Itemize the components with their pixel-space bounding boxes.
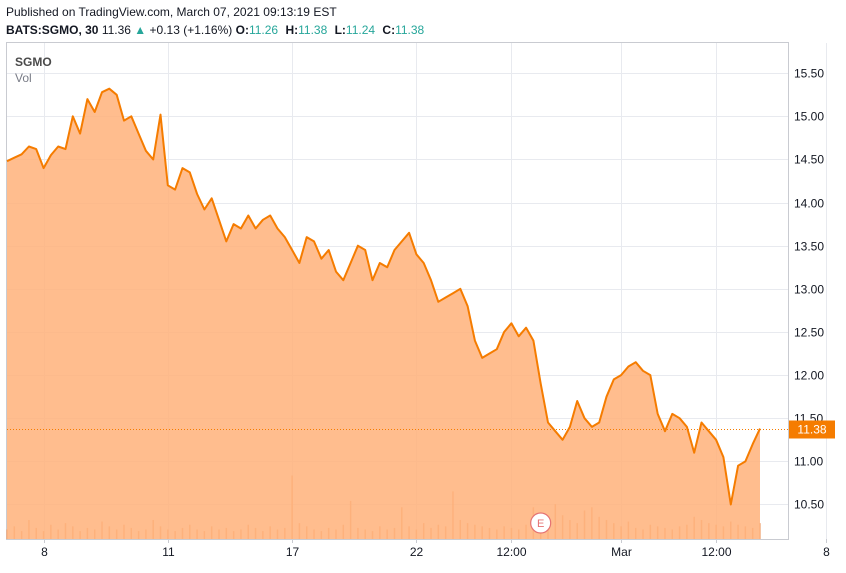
- chart-header: Published on TradingView.com, March 07, …: [6, 4, 428, 38]
- price-axis[interactable]: 10.5011.0011.5012.0012.5013.0013.5014.00…: [794, 67, 824, 512]
- price-tick-label: 14.50: [794, 153, 824, 167]
- price-tick-label: 12.00: [794, 369, 824, 383]
- price-tick-label: 15.50: [794, 67, 824, 81]
- open-value: 11.26: [248, 23, 279, 37]
- close-value: 11.38: [395, 23, 425, 37]
- chart-markers: 11.38 E: [7, 420, 835, 534]
- last-price-tag-label: 11.38: [797, 423, 826, 437]
- high-label: H:: [285, 23, 299, 37]
- price-tick-label: 11.00: [794, 455, 823, 469]
- price-tick-label: 15.00: [794, 110, 824, 124]
- time-tick-label: 22: [410, 545, 424, 559]
- price-change: +0.13 (+1.16%): [149, 23, 233, 37]
- published-line: Published on TradingView.com, March 07, …: [6, 5, 337, 19]
- time-tick-label: 8: [41, 545, 48, 559]
- time-tick-label: Mar: [611, 545, 632, 559]
- low-label: L:: [334, 23, 346, 37]
- legend-volume: Vol: [15, 71, 32, 85]
- price-tick-label: 13.00: [794, 283, 824, 297]
- symbol-info-line: BATS:SGMO, 30 11.36 ▲ +0.13 (+1.16%) O:1…: [6, 22, 428, 38]
- time-tick-label: 11: [162, 545, 175, 559]
- open-label: O:: [235, 23, 249, 37]
- chart-legend: SGMO Vol: [15, 54, 52, 86]
- last-price: 11.36: [101, 23, 131, 37]
- price-line: [6, 87, 761, 506]
- price-tick-label: 13.50: [794, 240, 824, 254]
- price-tick-label: 14.00: [794, 197, 824, 211]
- price-area: [6, 87, 761, 539]
- legend-symbol: SGMO: [15, 55, 52, 69]
- time-tick-label: 12:00: [701, 545, 731, 559]
- time-tick-label: 12:00: [496, 545, 526, 559]
- up-arrow-icon: ▲: [134, 23, 147, 37]
- earnings-event-icon: [530, 512, 552, 534]
- time-axis[interactable]: 8 11 17 22 12:00 Mar 12:00 8: [41, 539, 830, 559]
- chart-frame: [6, 42, 789, 540]
- time-tick-label: 17: [286, 545, 300, 559]
- time-tick-label: 8: [823, 545, 830, 559]
- last-price-tag: [789, 420, 835, 439]
- price-area-fill: [7, 88, 760, 539]
- low-value: 11.24: [345, 23, 376, 37]
- price-tick-label: 12.50: [794, 326, 824, 340]
- high-value: 11.38: [298, 23, 328, 37]
- close-label: C:: [382, 23, 396, 37]
- price-tick-label: 10.50: [794, 498, 824, 512]
- symbol-label: BATS:SGMO, 30: [6, 23, 99, 37]
- earnings-event-label: E: [537, 518, 544, 530]
